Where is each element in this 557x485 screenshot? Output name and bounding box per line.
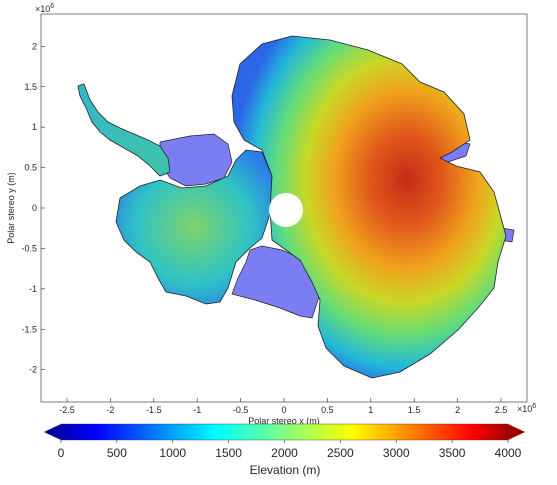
y-tick-label: -2 — [29, 365, 37, 375]
antarctica-map — [77, 35, 515, 379]
y-axis-label: Polar stereo y (m) — [6, 172, 16, 244]
colorbar-tick-label: 2500 — [327, 446, 354, 460]
x-tick-label: -2.5 — [59, 405, 75, 415]
colorbar-tick-label: 1500 — [215, 446, 242, 460]
colorbar-tick-label: 2000 — [271, 446, 298, 460]
antarctic-peninsula — [77, 83, 171, 177]
x-tick-label: 2 — [455, 405, 460, 415]
colorbar-tick-label: 1000 — [159, 446, 186, 460]
x-axis: -2.5 -2 -1.5 -1 -0.5 0 0.5 1 1.5 2 2.5 — [59, 398, 507, 415]
colorbar-label: Elevation (m) — [250, 463, 321, 477]
y-tick-label: -1.5 — [21, 324, 37, 334]
x-tick-label: 2.5 — [495, 405, 508, 415]
x-axis-label: Polar stereo x (m) — [248, 416, 320, 426]
y-tick-label: 1 — [32, 122, 37, 132]
y-tick-label: 0 — [32, 203, 37, 213]
colorbar-tick-label: 3000 — [383, 446, 410, 460]
colorbar-tick-label: 3500 — [439, 446, 466, 460]
x-tick-label: -2 — [106, 405, 114, 415]
x-tick-label: 1 — [368, 405, 373, 415]
x-tick-label: 1.5 — [408, 405, 421, 415]
colorbar: 0 500 1000 1500 2000 2500 3000 3500 4000 Elevati… — [44, 423, 525, 477]
x-tick-label: -1.5 — [146, 405, 162, 415]
colorbar-tick-label: 0 — [58, 446, 65, 460]
y-tick-label: 0.5 — [24, 163, 37, 173]
colorbar-bar — [44, 424, 525, 440]
x-tick-label: 0.5 — [321, 405, 334, 415]
east-antarctica — [231, 35, 507, 379]
ross-ice-shelf — [231, 245, 323, 319]
y-tick-label: 2 — [32, 41, 37, 51]
colorbar-ticks: 0 500 1000 1500 2000 2500 3000 3500 4000 — [58, 440, 522, 460]
y-axis: 2 1.5 1 0.5 0 -0.5 -1 -1.5 -2 — [21, 41, 45, 375]
y-tick-label: -0.5 — [21, 243, 37, 253]
x-tick-label: 0 — [281, 405, 286, 415]
west-antarctica — [115, 149, 273, 305]
pole-hole — [269, 193, 303, 227]
y-axis-multiplier: ×106 — [35, 3, 54, 14]
y-tick-label: -1 — [29, 284, 37, 294]
colorbar-tick-label: 500 — [107, 446, 127, 460]
x-tick-label: -0.5 — [233, 405, 249, 415]
x-axis-multiplier: ×106 — [517, 403, 536, 414]
colorbar-tick-label: 4000 — [495, 446, 522, 460]
x-tick-label: -1 — [193, 405, 201, 415]
y-tick-label: 1.5 — [24, 82, 37, 92]
ronne-ice-shelf — [159, 133, 233, 187]
